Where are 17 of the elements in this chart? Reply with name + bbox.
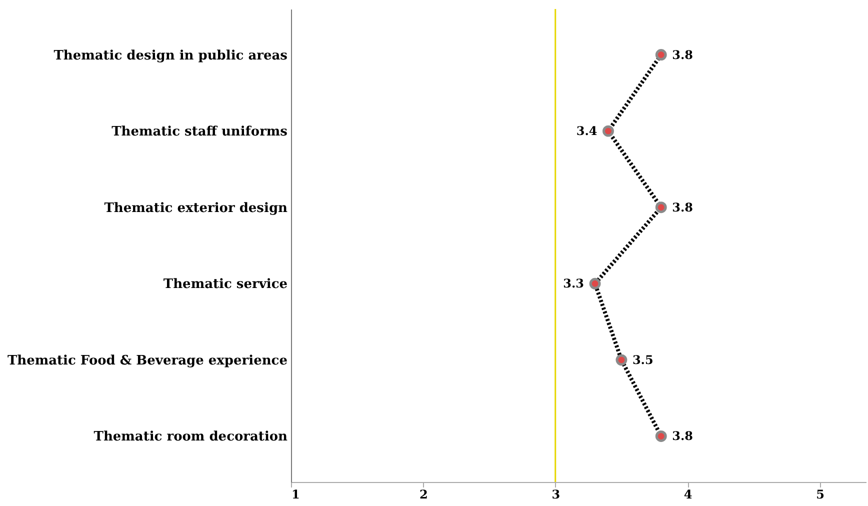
data-label: 3.8 [672,48,694,62]
x-tick-label: 3 [552,488,560,502]
y-tick-label: Thematic staff uniforms [112,124,288,140]
data-label: 3.4 [576,124,598,138]
x-tick-label: 5 [816,488,824,502]
y-tick-label: Thematic service [163,277,288,292]
y-tick-label: Thematic design in public areas [54,48,288,64]
x-tick-label: 1 [292,488,300,502]
y-tick-label: Thematic exterior design [104,200,288,216]
x-tick-label: 2 [420,488,428,502]
y-tick-label: Thematic Food & Beverage experience [7,353,288,368]
data-label: 3.8 [672,200,694,214]
y-tick-label: Thematic room decoration [94,430,288,445]
data-label: 3.8 [672,429,694,444]
data-label: 3.3 [563,276,584,291]
data-label: 3.5 [632,352,654,367]
x-tick-label: 4 [684,488,692,502]
